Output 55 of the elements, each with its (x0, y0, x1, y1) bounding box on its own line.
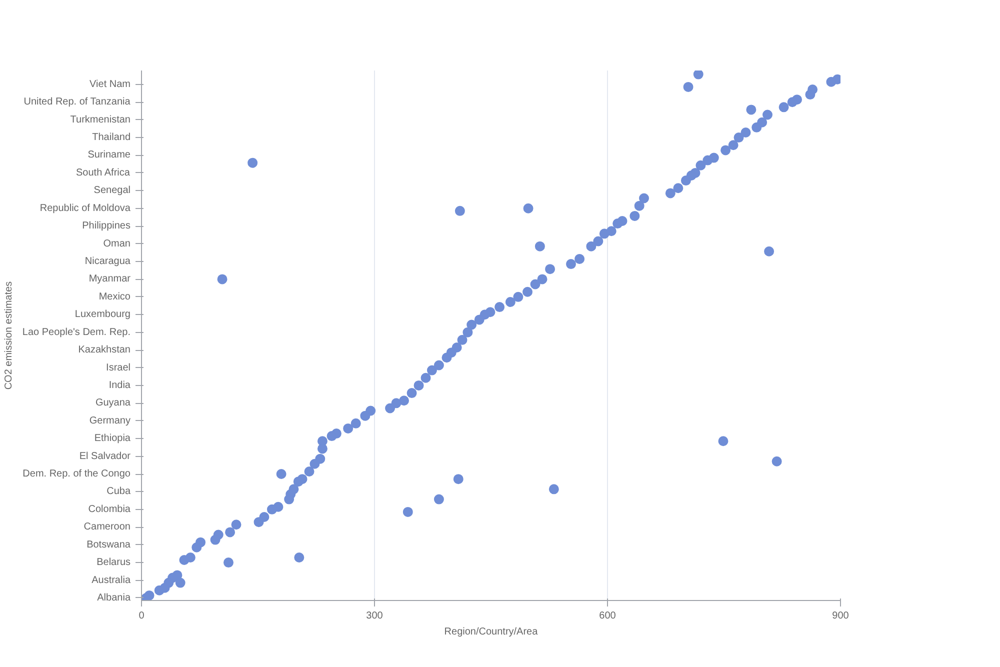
x-tick-label: 0 (138, 610, 145, 622)
point (693, 70, 704, 80)
x-axis-title: Region/Country/Area (444, 626, 538, 638)
y-tick-label: Republic of Moldova (40, 202, 131, 214)
point (764, 246, 774, 256)
y-tick-label: Cameroon (84, 522, 131, 533)
y-tick-label: Germany (89, 415, 130, 426)
y-tick-label: Belarus (96, 557, 130, 568)
point (523, 203, 534, 214)
y-tick-label: Luxembourg (74, 309, 131, 320)
point (453, 474, 464, 484)
y-tick-label: Thailand (92, 132, 130, 144)
x-tick-label: 900 (832, 610, 850, 622)
y-tick-label: Lao People's Dem. Rep. (22, 326, 131, 338)
point (718, 436, 728, 446)
point (683, 82, 694, 92)
y-tick-label: Cuba (106, 486, 131, 498)
y-tick-label: Dem. Rep. of the Congo (22, 468, 131, 480)
point (548, 484, 559, 494)
y-tick-label: Nicaragua (84, 256, 131, 267)
y-tick-label: El Salvador (79, 450, 132, 462)
y-tick-label: Turkmenistan (70, 114, 131, 126)
point (248, 158, 258, 168)
y-tick-label: Viet Nam (90, 78, 131, 90)
y-tick-label: Mexico (98, 291, 131, 302)
y-tick-label: Albania (97, 592, 131, 604)
y-tick-label: Oman (103, 238, 131, 250)
y-tick-label: Senegal (94, 185, 131, 196)
y-tick-label: Guyana (95, 398, 131, 409)
y-tick-label: Botswana (86, 539, 131, 550)
point (434, 494, 444, 504)
point (223, 558, 234, 568)
y-tick-label: Philippines (82, 220, 131, 232)
point (217, 274, 228, 284)
y-tick-label: South Africa (76, 167, 130, 178)
y-tick-label: India (108, 380, 131, 391)
point (746, 104, 756, 115)
point (402, 506, 413, 517)
point (534, 241, 545, 252)
point (772, 456, 782, 466)
x-tick-label: 600 (599, 610, 616, 622)
point (294, 552, 304, 562)
y-tick-label: Ethiopia (94, 433, 131, 444)
y-tick-label: Colombia (88, 504, 131, 515)
point (175, 578, 186, 588)
y-tick-label: Israel (106, 362, 130, 374)
point (454, 206, 465, 216)
y-tick-label: Australia (92, 574, 131, 586)
y-axis-title: CO2 emission estimates (3, 281, 14, 390)
y-tick-label: United Rep. of Tanzania (24, 96, 131, 108)
y-tick-label: Kazakhstan (78, 344, 131, 356)
point (276, 469, 286, 479)
y-tick-label: Myanmar (88, 274, 132, 285)
x-tick-label: 300 (366, 610, 384, 622)
y-tick-label: Suriname (88, 150, 131, 161)
